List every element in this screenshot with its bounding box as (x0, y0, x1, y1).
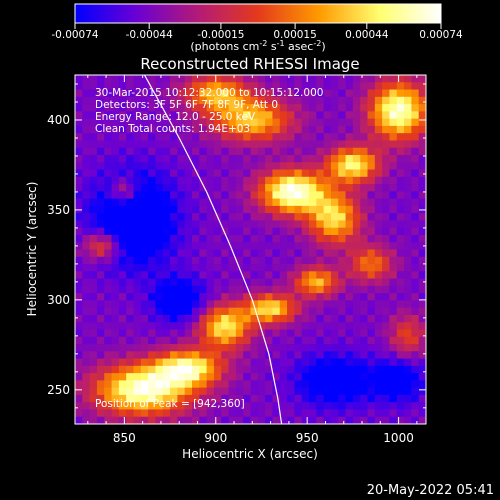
x-tick-label: 950 (296, 431, 319, 445)
annotation-clean-counts: Clean Total counts: 1.94E+03 (95, 123, 250, 135)
annotation-energy-range: Energy Range: 12.0 - 25.0 keV (95, 111, 256, 123)
peak-position-label: Position of Peak = [942,360] (95, 398, 245, 410)
colorbar-gradient (74, 3, 442, 24)
y-axis: 250 300 350 400 (47, 83, 426, 409)
x-tick-label: 850 (113, 431, 136, 445)
y-axis-label: Heliocentric Y (arcsec) (25, 182, 39, 317)
colorbar: -0.00074 -0.00044 -0.00015 0.00015 0.00044 0.… (51, 3, 463, 53)
x-axis-label: Heliocentric X (arcsec) (182, 447, 318, 461)
colorbar-tick-label: -0.00015 (197, 29, 244, 41)
colorbar-tick-label: -0.00074 (51, 29, 99, 41)
footer-timestamp: 20-May-2022 05:41 (367, 483, 494, 498)
x-axis: 850 900 950 1000 (87, 75, 418, 445)
heatmap-image (75, 75, 426, 424)
annotation-detectors: Detectors: 3F 5F 6F 7F 8F 9F, Att 0 (95, 99, 278, 111)
y-tick-label: 400 (47, 113, 70, 127)
y-tick-label: 300 (47, 293, 70, 307)
observation-annotations: 30-Mar-2015 10:12:32.000 to 10:15:12.000… (95, 87, 323, 410)
solar-limb-curve (143, 75, 283, 424)
colorbar-tick-label: 0.00074 (419, 29, 463, 41)
plot-frame (74, 74, 427, 425)
colorbar-ticks: -0.00074 -0.00044 -0.00015 0.00015 0.00044 0.… (51, 23, 463, 41)
colorbar-tick-label: 0.00044 (345, 29, 389, 41)
y-tick-label: 250 (47, 383, 70, 397)
annotation-time-range: 30-Mar-2015 10:12:32.000 to 10:15:12.000 (95, 87, 323, 99)
colorbar-tick-label: 0.00015 (273, 29, 316, 41)
x-tick-label: 900 (204, 431, 227, 445)
colorbar-tick-label: -0.00044 (126, 29, 174, 41)
chart-title: Reconstructed RHESSI Image (140, 55, 359, 73)
colorbar-unit-label: (photons cm-2 s-1 asec-2) (190, 39, 325, 53)
y-tick-label: 350 (47, 203, 70, 217)
x-tick-label: 1000 (383, 431, 414, 445)
